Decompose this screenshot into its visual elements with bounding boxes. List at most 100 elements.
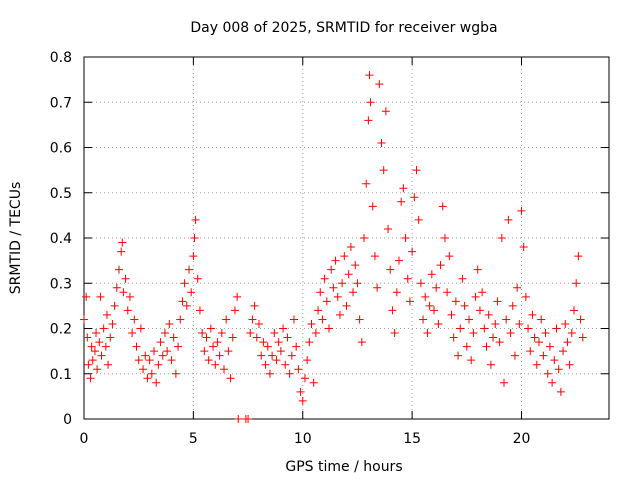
data-point	[561, 319, 570, 328]
x-tick-label: 5	[189, 431, 198, 447]
data-point	[543, 369, 552, 378]
data-point	[357, 338, 366, 347]
data-point	[287, 351, 296, 360]
data-point	[467, 356, 476, 365]
data-point	[493, 297, 502, 306]
data-point	[234, 415, 243, 423]
data-point	[224, 347, 233, 356]
data-point	[460, 301, 469, 310]
data-point	[447, 310, 456, 319]
data-point	[412, 166, 421, 175]
data-point	[285, 369, 294, 378]
data-point	[353, 279, 362, 288]
data-point	[320, 274, 329, 283]
y-tick-label: 0.1	[50, 367, 72, 383]
data-point	[118, 238, 127, 247]
data-point	[381, 107, 390, 116]
x-axis-label: GPS time / hours	[285, 459, 402, 475]
data-point	[554, 365, 563, 374]
data-point	[362, 179, 371, 188]
x-tick-label: 15	[403, 431, 421, 447]
chart-title: Day 008 of 2025, SRMTID for receiver wgb…	[190, 20, 497, 36]
data-point	[327, 265, 336, 274]
data-point	[454, 351, 463, 360]
data-point	[469, 329, 478, 338]
data-point	[259, 338, 268, 347]
data-point	[342, 301, 351, 310]
data-point	[537, 315, 546, 324]
y-tick-label: 0	[63, 412, 72, 428]
data-point	[298, 396, 307, 405]
data-point	[187, 288, 196, 297]
data-point	[423, 329, 432, 338]
data-point	[174, 342, 183, 351]
data-point	[314, 306, 323, 315]
data-point	[528, 310, 537, 319]
data-point	[515, 319, 524, 328]
data-point	[233, 292, 242, 301]
data-point	[220, 365, 228, 374]
data-point	[156, 338, 165, 347]
axis-ticks: 0 0.1 0.2 0.3 0.4 0.5 0.6 0.7 0.8 0 5 10 15 20	[50, 50, 609, 447]
data-point	[370, 252, 379, 261]
data-point	[279, 324, 288, 333]
data-point	[178, 297, 187, 306]
data-point	[80, 315, 88, 324]
data-point	[379, 166, 388, 175]
data-point	[440, 234, 449, 242]
data-point	[86, 374, 95, 383]
data-point	[329, 283, 338, 292]
data-point	[311, 329, 320, 338]
data-point	[95, 338, 104, 347]
data-point	[414, 215, 423, 224]
data-point	[294, 365, 303, 374]
data-point	[408, 247, 417, 256]
data-point	[438, 202, 447, 211]
data-point	[252, 333, 261, 342]
data-point	[300, 374, 309, 383]
data-point	[449, 333, 458, 342]
data-point	[495, 338, 504, 347]
y-axis-label: SRMTID / TECUs	[8, 182, 24, 295]
y-tick-label: 0.7	[50, 95, 72, 111]
data-point	[416, 279, 425, 288]
data-point	[556, 387, 565, 396]
data-point	[443, 288, 452, 297]
data-point	[410, 193, 419, 202]
data-point	[147, 369, 156, 378]
data-point	[204, 356, 213, 365]
data-point	[309, 378, 318, 387]
data-point	[115, 265, 123, 274]
data-point	[193, 274, 202, 283]
data-point	[150, 347, 158, 356]
data-point	[482, 342, 491, 351]
data-point	[134, 356, 143, 365]
data-point	[399, 184, 408, 193]
data-point	[154, 360, 163, 369]
data-point	[283, 333, 292, 342]
data-point	[296, 387, 305, 396]
data-point	[364, 116, 373, 125]
data-point	[270, 329, 279, 338]
data-point	[83, 333, 92, 342]
data-point	[261, 360, 270, 369]
data-point	[292, 342, 301, 351]
y-tick-label: 0.2	[50, 322, 72, 338]
data-point	[576, 315, 585, 324]
data-point	[244, 415, 253, 423]
data-point	[176, 315, 185, 324]
data-point	[570, 306, 578, 315]
data-point	[386, 265, 395, 274]
data-point	[190, 234, 199, 242]
data-point	[478, 288, 487, 297]
data-point	[497, 234, 506, 242]
data-point	[322, 297, 331, 306]
data-point	[117, 247, 126, 256]
data-point	[171, 369, 180, 378]
data-point	[397, 197, 406, 206]
data-point	[506, 329, 515, 338]
data-point	[432, 283, 441, 292]
data-point	[552, 324, 561, 333]
data-point	[88, 356, 97, 365]
data-point	[163, 347, 172, 356]
